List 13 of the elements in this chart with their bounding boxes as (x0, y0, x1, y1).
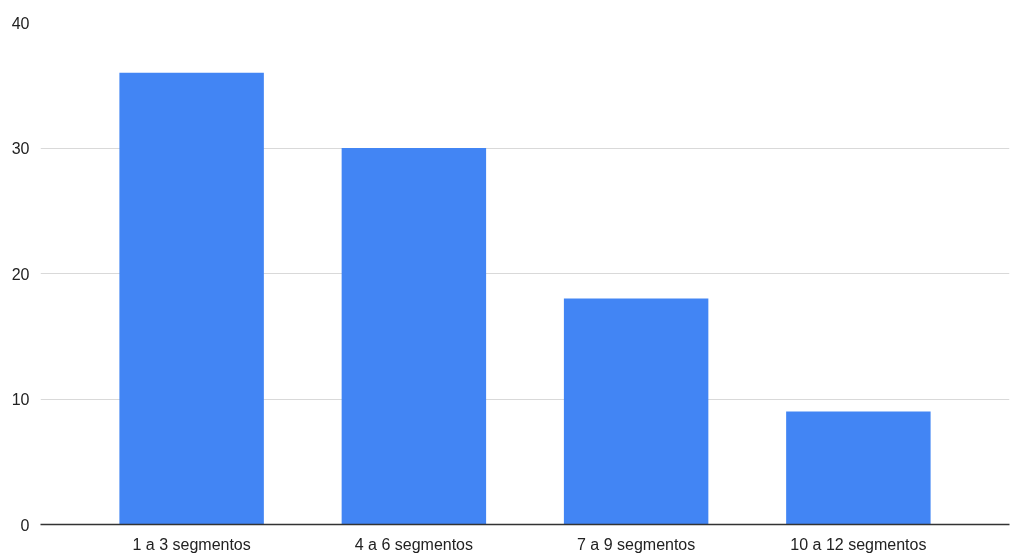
bar (119, 72, 264, 525)
bar (563, 298, 709, 525)
y-tick-label: 40 (11, 14, 30, 32)
x-tick-label: 4 a 6 segmentos (354, 535, 474, 553)
y-tick-label: 0 (20, 516, 30, 534)
x-tick-label: 10 a 12 segmentos (790, 535, 927, 553)
y-tick-label: 10 (11, 391, 30, 408)
bar (786, 411, 931, 525)
y-tick-label: 30 (11, 140, 30, 157)
x-tick-label: 7 a 9 segmentos (576, 535, 696, 553)
x-tick-label: 1 a 3 segmentos (132, 535, 251, 553)
bar (341, 148, 487, 525)
y-tick-label: 20 (11, 265, 30, 283)
